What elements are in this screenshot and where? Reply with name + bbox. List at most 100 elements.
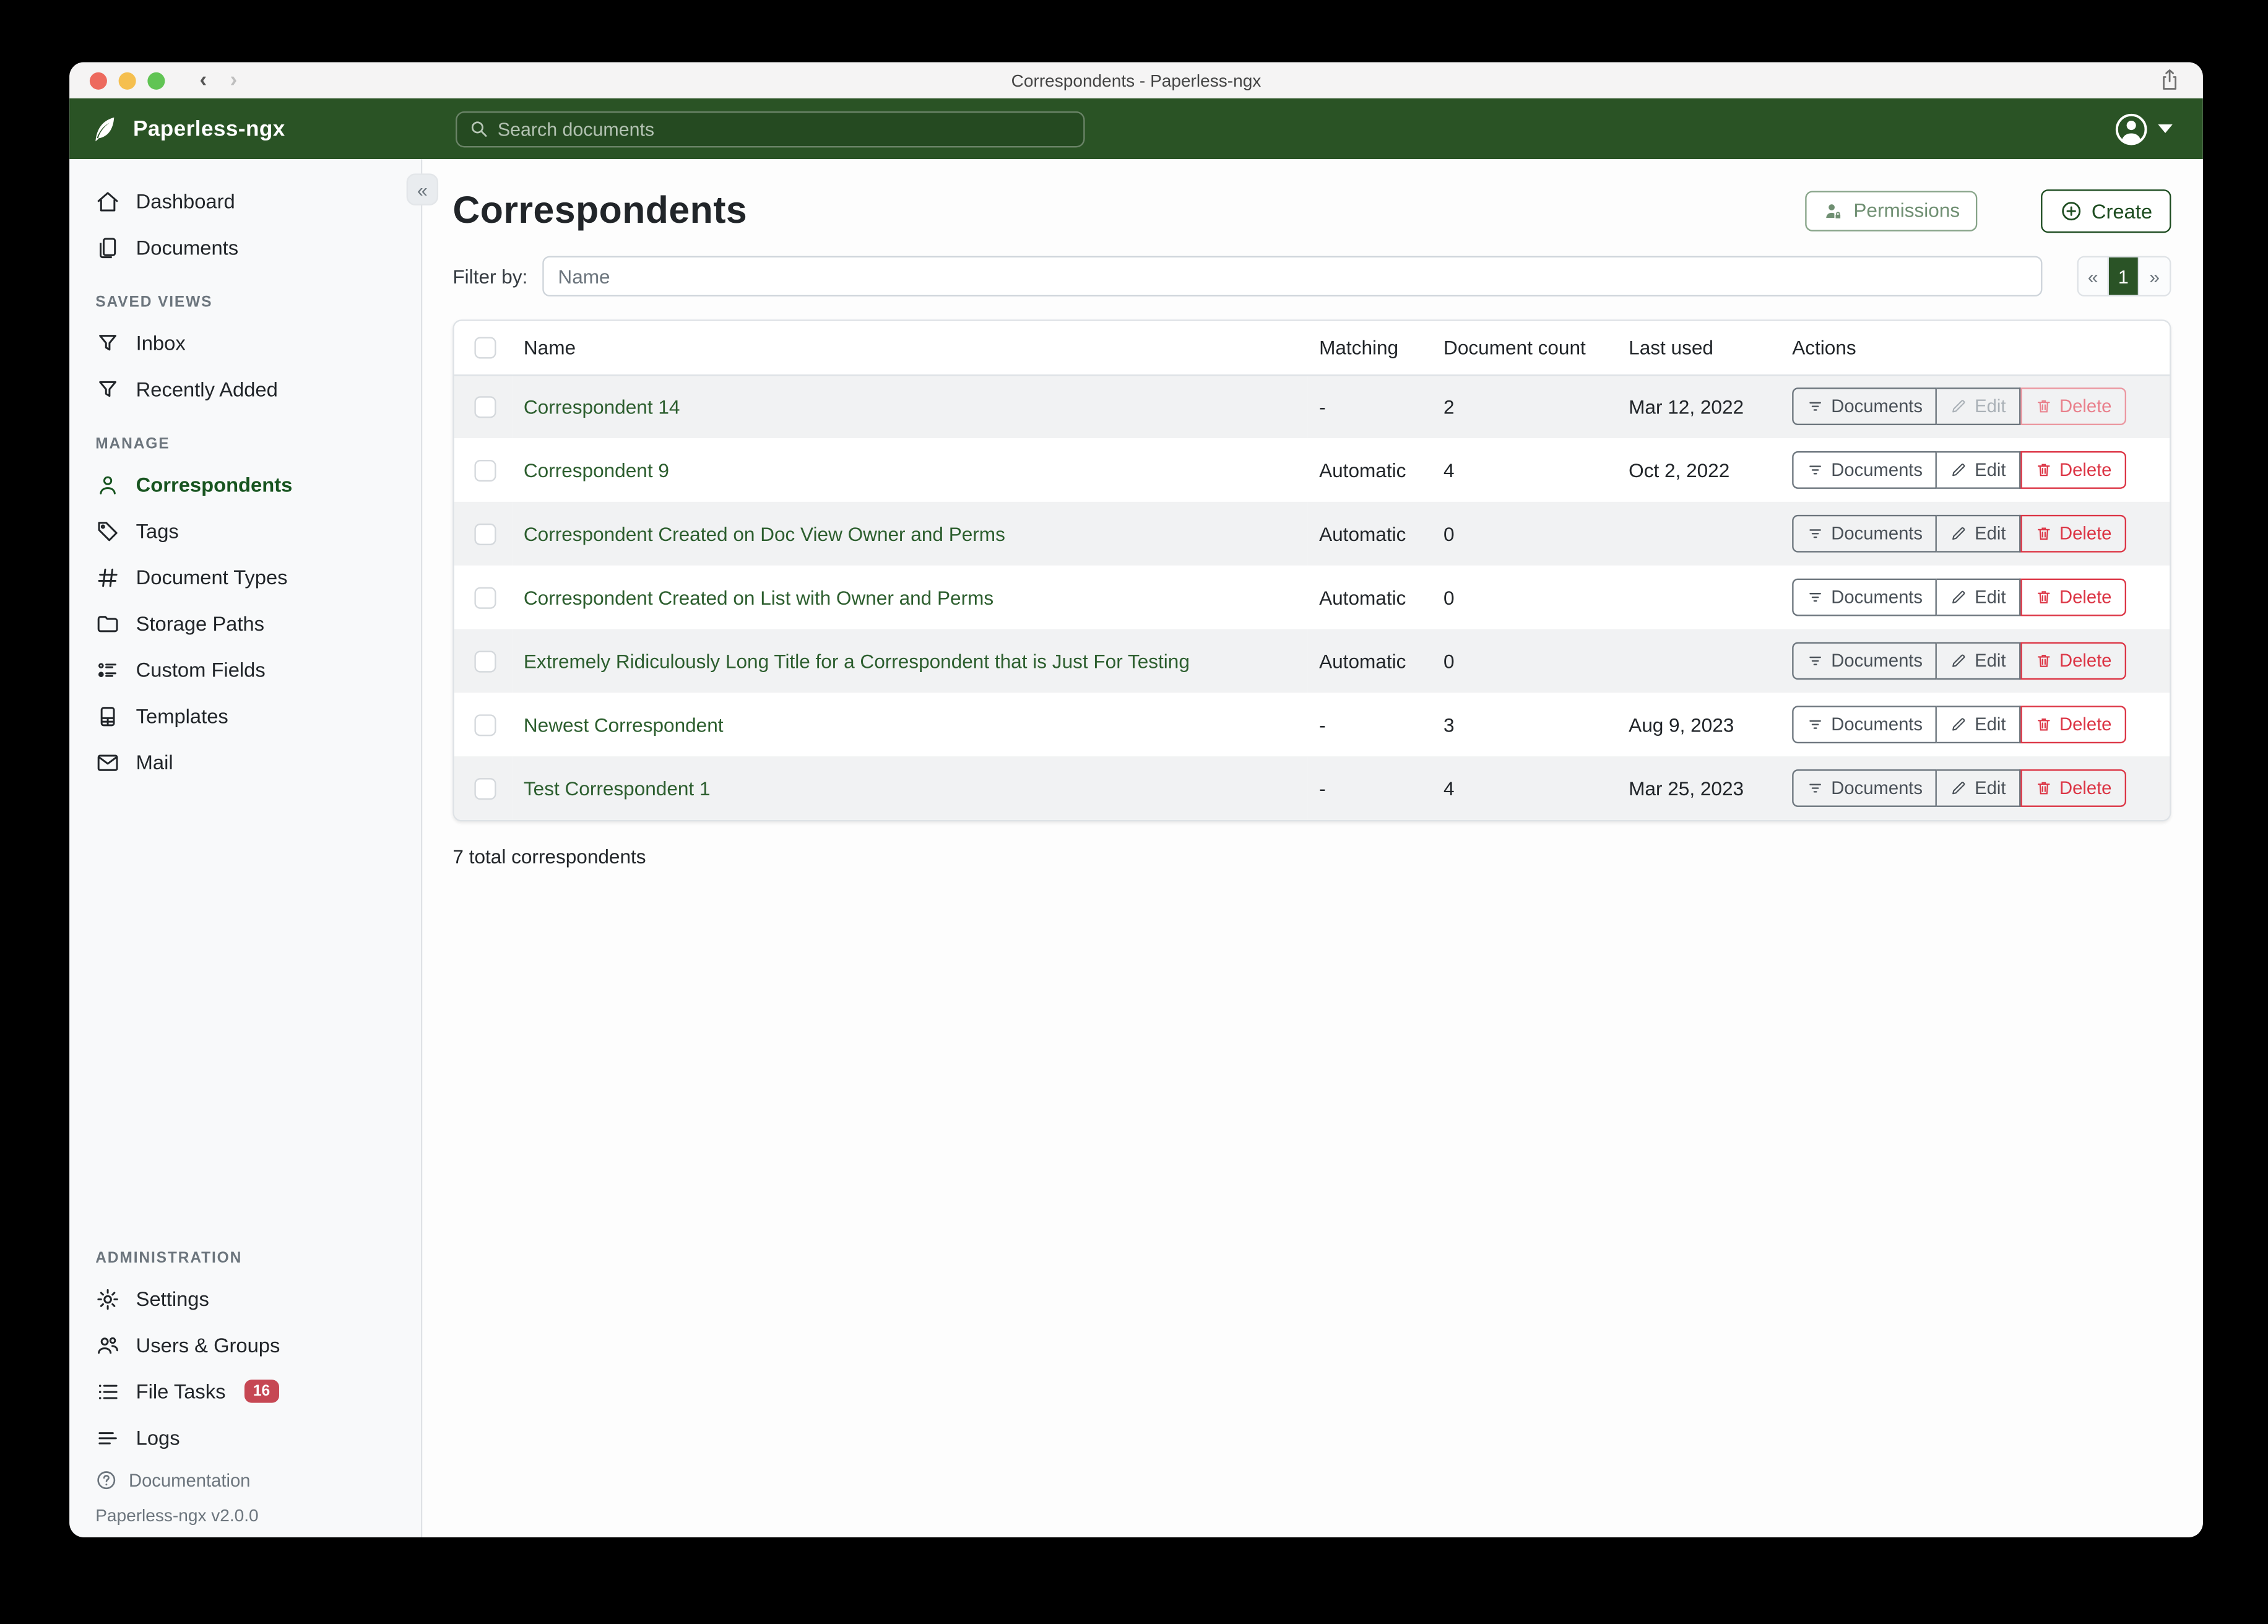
correspondent-link[interactable]: Newest Correspondent	[523, 714, 724, 736]
correspondents-table: Name Matching Document count Last used A…	[454, 321, 2170, 820]
sidebar-item-correspondents[interactable]: Correspondents	[69, 461, 421, 508]
trash-icon	[2035, 652, 2052, 670]
select-all-checkbox[interactable]	[474, 336, 496, 358]
person-icon	[95, 472, 120, 497]
sidebar-item-templates[interactable]: Templates	[69, 693, 421, 739]
delete-button[interactable]: Delete	[2020, 451, 2126, 489]
minimize-window-button[interactable]	[118, 71, 136, 89]
delete-button[interactable]: Delete	[2020, 706, 2126, 744]
row-checkbox[interactable]	[474, 714, 496, 736]
edit-button[interactable]: Edit	[1937, 387, 2020, 426]
delete-button[interactable]: Delete	[2020, 578, 2126, 616]
correspondent-link[interactable]: Correspondent Created on Doc View Owner …	[523, 522, 1005, 545]
table-row: Correspondent Created on List with Owner…	[454, 566, 2170, 629]
column-header-last-used[interactable]: Last used	[1617, 321, 1781, 376]
correspondent-link[interactable]: Correspondent Created on List with Owner…	[523, 586, 994, 608]
sidebar-item-label: Document Types	[136, 565, 288, 589]
row-checkbox[interactable]	[474, 522, 496, 545]
sidebar-item-custom-fields[interactable]: Custom Fields	[69, 647, 421, 693]
documents-button[interactable]: Documents	[1792, 578, 1937, 616]
sidebar-item-mail[interactable]: Mail	[69, 739, 421, 785]
documents-button[interactable]: Documents	[1792, 387, 1937, 426]
sidebar-item-logs[interactable]: Logs	[69, 1414, 421, 1461]
search-icon	[469, 119, 489, 139]
documents-button[interactable]: Documents	[1792, 514, 1937, 553]
column-header-matching[interactable]: Matching	[1307, 321, 1432, 376]
sidebar-item-label: Inbox	[136, 331, 186, 355]
correspondent-link[interactable]: Extremely Ridiculously Long Title for a …	[523, 650, 1190, 672]
maximize-window-button[interactable]	[147, 71, 165, 89]
delete-button[interactable]: Delete	[2020, 514, 2126, 553]
row-checkbox[interactable]	[474, 777, 496, 800]
edit-button[interactable]: Edit	[1937, 578, 2020, 616]
correspondent-link[interactable]: Correspondent 14	[523, 395, 680, 418]
sidebar-item-label: File Tasks	[136, 1380, 226, 1403]
sidebar-collapse-button[interactable]: «	[406, 173, 439, 205]
row-checkbox[interactable]	[474, 650, 496, 672]
name-filter-input[interactable]	[542, 256, 2043, 297]
sidebar-item-file-tasks[interactable]: File Tasks 16	[69, 1368, 421, 1415]
app-version: Paperless-ngx v2.0.0	[95, 1505, 259, 1526]
edit-button[interactable]: Edit	[1937, 642, 2020, 680]
documents-icon	[95, 235, 120, 260]
edit-button[interactable]: Edit	[1937, 514, 2020, 553]
edit-label: Edit	[1975, 714, 2006, 735]
edit-button[interactable]: Edit	[1937, 451, 2020, 489]
row-checkbox[interactable]	[474, 586, 496, 608]
filter-lines-icon	[1807, 525, 1824, 542]
sidebar-item-documents[interactable]: Documents	[69, 224, 421, 270]
sidebar-item-document-types[interactable]: Document Types	[69, 554, 421, 600]
documents-button[interactable]: Documents	[1792, 642, 1937, 680]
correspondent-link[interactable]: Correspondent 9	[523, 459, 669, 481]
close-window-button[interactable]	[89, 71, 107, 89]
sidebar-item-dashboard[interactable]: Dashboard	[69, 178, 421, 224]
sidebar-item-recently-added[interactable]: Recently Added	[69, 366, 421, 412]
sidebar-item-settings[interactable]: Settings	[69, 1276, 421, 1322]
delete-label: Delete	[2059, 523, 2112, 544]
documents-button[interactable]: Documents	[1792, 769, 1937, 807]
sidebar-item-label: Custom Fields	[136, 658, 266, 681]
pagination-next-button[interactable]: »	[2139, 257, 2170, 295]
edit-label: Edit	[1975, 460, 2006, 480]
documents-button[interactable]: Documents	[1792, 451, 1937, 489]
row-checkbox[interactable]	[474, 459, 496, 481]
brand[interactable]: Paperless-ngx	[89, 113, 456, 144]
documentation-link[interactable]: Documentation	[69, 1461, 421, 1500]
user-menu[interactable]	[2113, 111, 2173, 147]
sidebar-item-inbox[interactable]: Inbox	[69, 319, 421, 366]
column-header-document-count[interactable]: Document count	[1432, 321, 1617, 376]
document-count-cell: 0	[1443, 586, 1455, 608]
pagination-page-1[interactable]: 1	[2108, 257, 2140, 295]
last-used-cell	[1617, 502, 1780, 566]
document-count-cell: 4	[1443, 777, 1455, 800]
delete-button[interactable]: Delete	[2020, 642, 2126, 680]
last-used-cell	[1617, 629, 1780, 693]
column-header-name[interactable]: Name	[512, 321, 1308, 376]
pencil-icon	[1950, 779, 1967, 797]
permissions-button[interactable]: Permissions	[1806, 190, 1978, 231]
trash-icon	[2035, 716, 2052, 733]
share-icon[interactable]	[2160, 68, 2180, 91]
sidebar-item-users-groups[interactable]: Users & Groups	[69, 1322, 421, 1368]
edit-button[interactable]: Edit	[1937, 769, 2020, 807]
delete-button[interactable]: Delete	[2020, 769, 2126, 807]
file-tasks-badge: 16	[244, 1380, 279, 1403]
row-checkbox[interactable]	[474, 395, 496, 418]
search-input[interactable]	[497, 118, 1072, 140]
delete-label: Delete	[2059, 714, 2112, 735]
create-button[interactable]: Create	[2041, 188, 2171, 233]
delete-button[interactable]: Delete	[2020, 387, 2126, 426]
table-header-row: Name Matching Document count Last used A…	[454, 321, 2170, 376]
titlebar: ‹ › Correspondents - Paperless-ngx	[69, 62, 2203, 98]
documents-button[interactable]: Documents	[1792, 706, 1937, 744]
browser-back-icon[interactable]: ‹	[199, 67, 207, 93]
filter-lines-icon	[1807, 779, 1824, 797]
sidebar-item-label: Templates	[136, 704, 228, 728]
edit-button[interactable]: Edit	[1937, 706, 2020, 744]
sidebar-item-tags[interactable]: Tags	[69, 508, 421, 554]
correspondent-link[interactable]: Test Correspondent 1	[523, 777, 711, 800]
pagination-prev-button[interactable]: «	[2078, 257, 2109, 295]
global-search[interactable]	[456, 110, 1085, 147]
filter-lines-icon	[1807, 716, 1824, 733]
sidebar-item-storage-paths[interactable]: Storage Paths	[69, 600, 421, 647]
